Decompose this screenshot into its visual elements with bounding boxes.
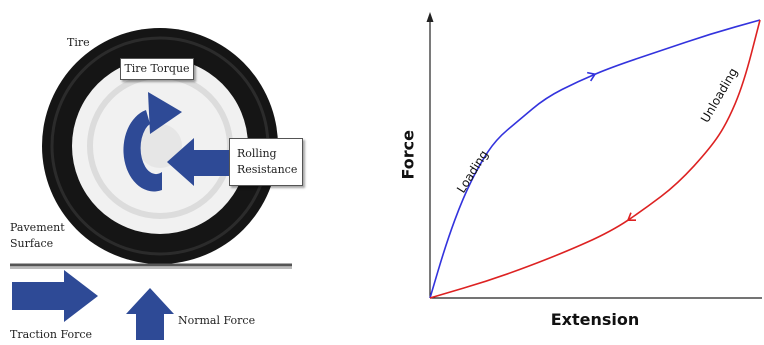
y-axis-arrowhead [426, 12, 434, 22]
traction-force-label: Traction Force [10, 328, 93, 341]
tire-diagram-graphic [10, 28, 292, 340]
pavement-surface-label: Pavement Surface [10, 221, 65, 250]
rolling-resistance-box: Rolling Resistance [229, 138, 303, 186]
tire-torque-arrowhead [148, 92, 182, 134]
hysteresis-chart: Force Extension Loading Unloading [380, 0, 764, 345]
unloading-direction-arrow [626, 212, 637, 222]
unloading-curve [429, 19, 761, 299]
chart-plot [426, 12, 762, 299]
y-axis-title: Force [398, 130, 418, 180]
tire-label: Tire [67, 36, 90, 49]
rim-hub [138, 124, 182, 168]
normal-force-label: Normal Force [178, 314, 256, 327]
tire-torque-label: Tire Torque [124, 62, 190, 75]
loading-curve [429, 19, 761, 299]
rolling-resistance-arrow [167, 138, 232, 186]
loading-direction-arrow [587, 71, 597, 82]
normal-force-arrow [126, 288, 174, 340]
x-axis-title: Extension [550, 310, 640, 329]
traction-force-arrow [12, 270, 98, 322]
tire-diagram: Tire Tire Torque Rolling Resistance Pave… [0, 0, 380, 345]
rolling-resistance-label: Rolling Resistance [237, 147, 298, 176]
tire-torque-arrow [123, 110, 162, 192]
tire-torque-box: Tire Torque [120, 58, 194, 80]
